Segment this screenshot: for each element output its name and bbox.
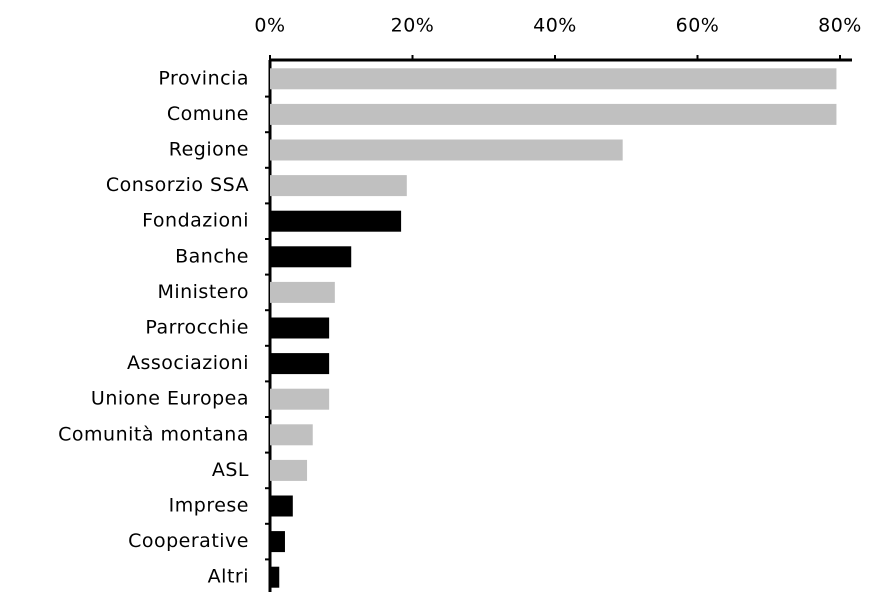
y-tick-label: Banche xyxy=(175,245,249,267)
bar xyxy=(270,495,293,517)
y-tick-label: Regione xyxy=(169,139,249,161)
x-tick-label: 0% xyxy=(254,15,285,37)
bar xyxy=(270,388,330,410)
bar xyxy=(270,531,285,553)
y-tick-label: Cooperative xyxy=(128,530,249,552)
bar xyxy=(270,566,280,588)
bar xyxy=(270,353,330,375)
bar xyxy=(270,139,623,161)
x-tick-label: 40% xyxy=(533,15,577,37)
y-tick-label: Consorzio SSA xyxy=(106,174,249,196)
y-tick-label: Comune xyxy=(167,103,249,125)
y-tick-label: Associazioni xyxy=(127,352,249,374)
bar xyxy=(270,459,308,481)
y-tick-label: Imprese xyxy=(169,495,249,517)
bar xyxy=(270,68,837,90)
bar xyxy=(270,103,837,125)
y-tick-label: Provincia xyxy=(158,67,249,89)
y-tick-label: Parrocchie xyxy=(145,317,249,339)
y-tick-label: Altri xyxy=(208,566,249,588)
bar xyxy=(270,246,352,268)
x-tick-label: 20% xyxy=(391,15,435,37)
y-tick-label: Unione Europea xyxy=(91,388,249,410)
x-tick-label: 80% xyxy=(818,15,862,37)
y-tick-label: ASL xyxy=(212,459,249,481)
bar xyxy=(270,210,402,232)
y-tick-label: Ministero xyxy=(157,281,249,303)
bar xyxy=(270,281,335,303)
bar xyxy=(270,424,313,446)
y-tick-label: Comunità montana xyxy=(58,423,249,445)
bar xyxy=(270,317,330,339)
bar xyxy=(270,175,407,197)
y-tick-label: Fondazioni xyxy=(142,210,249,232)
x-tick-label: 60% xyxy=(676,15,720,37)
